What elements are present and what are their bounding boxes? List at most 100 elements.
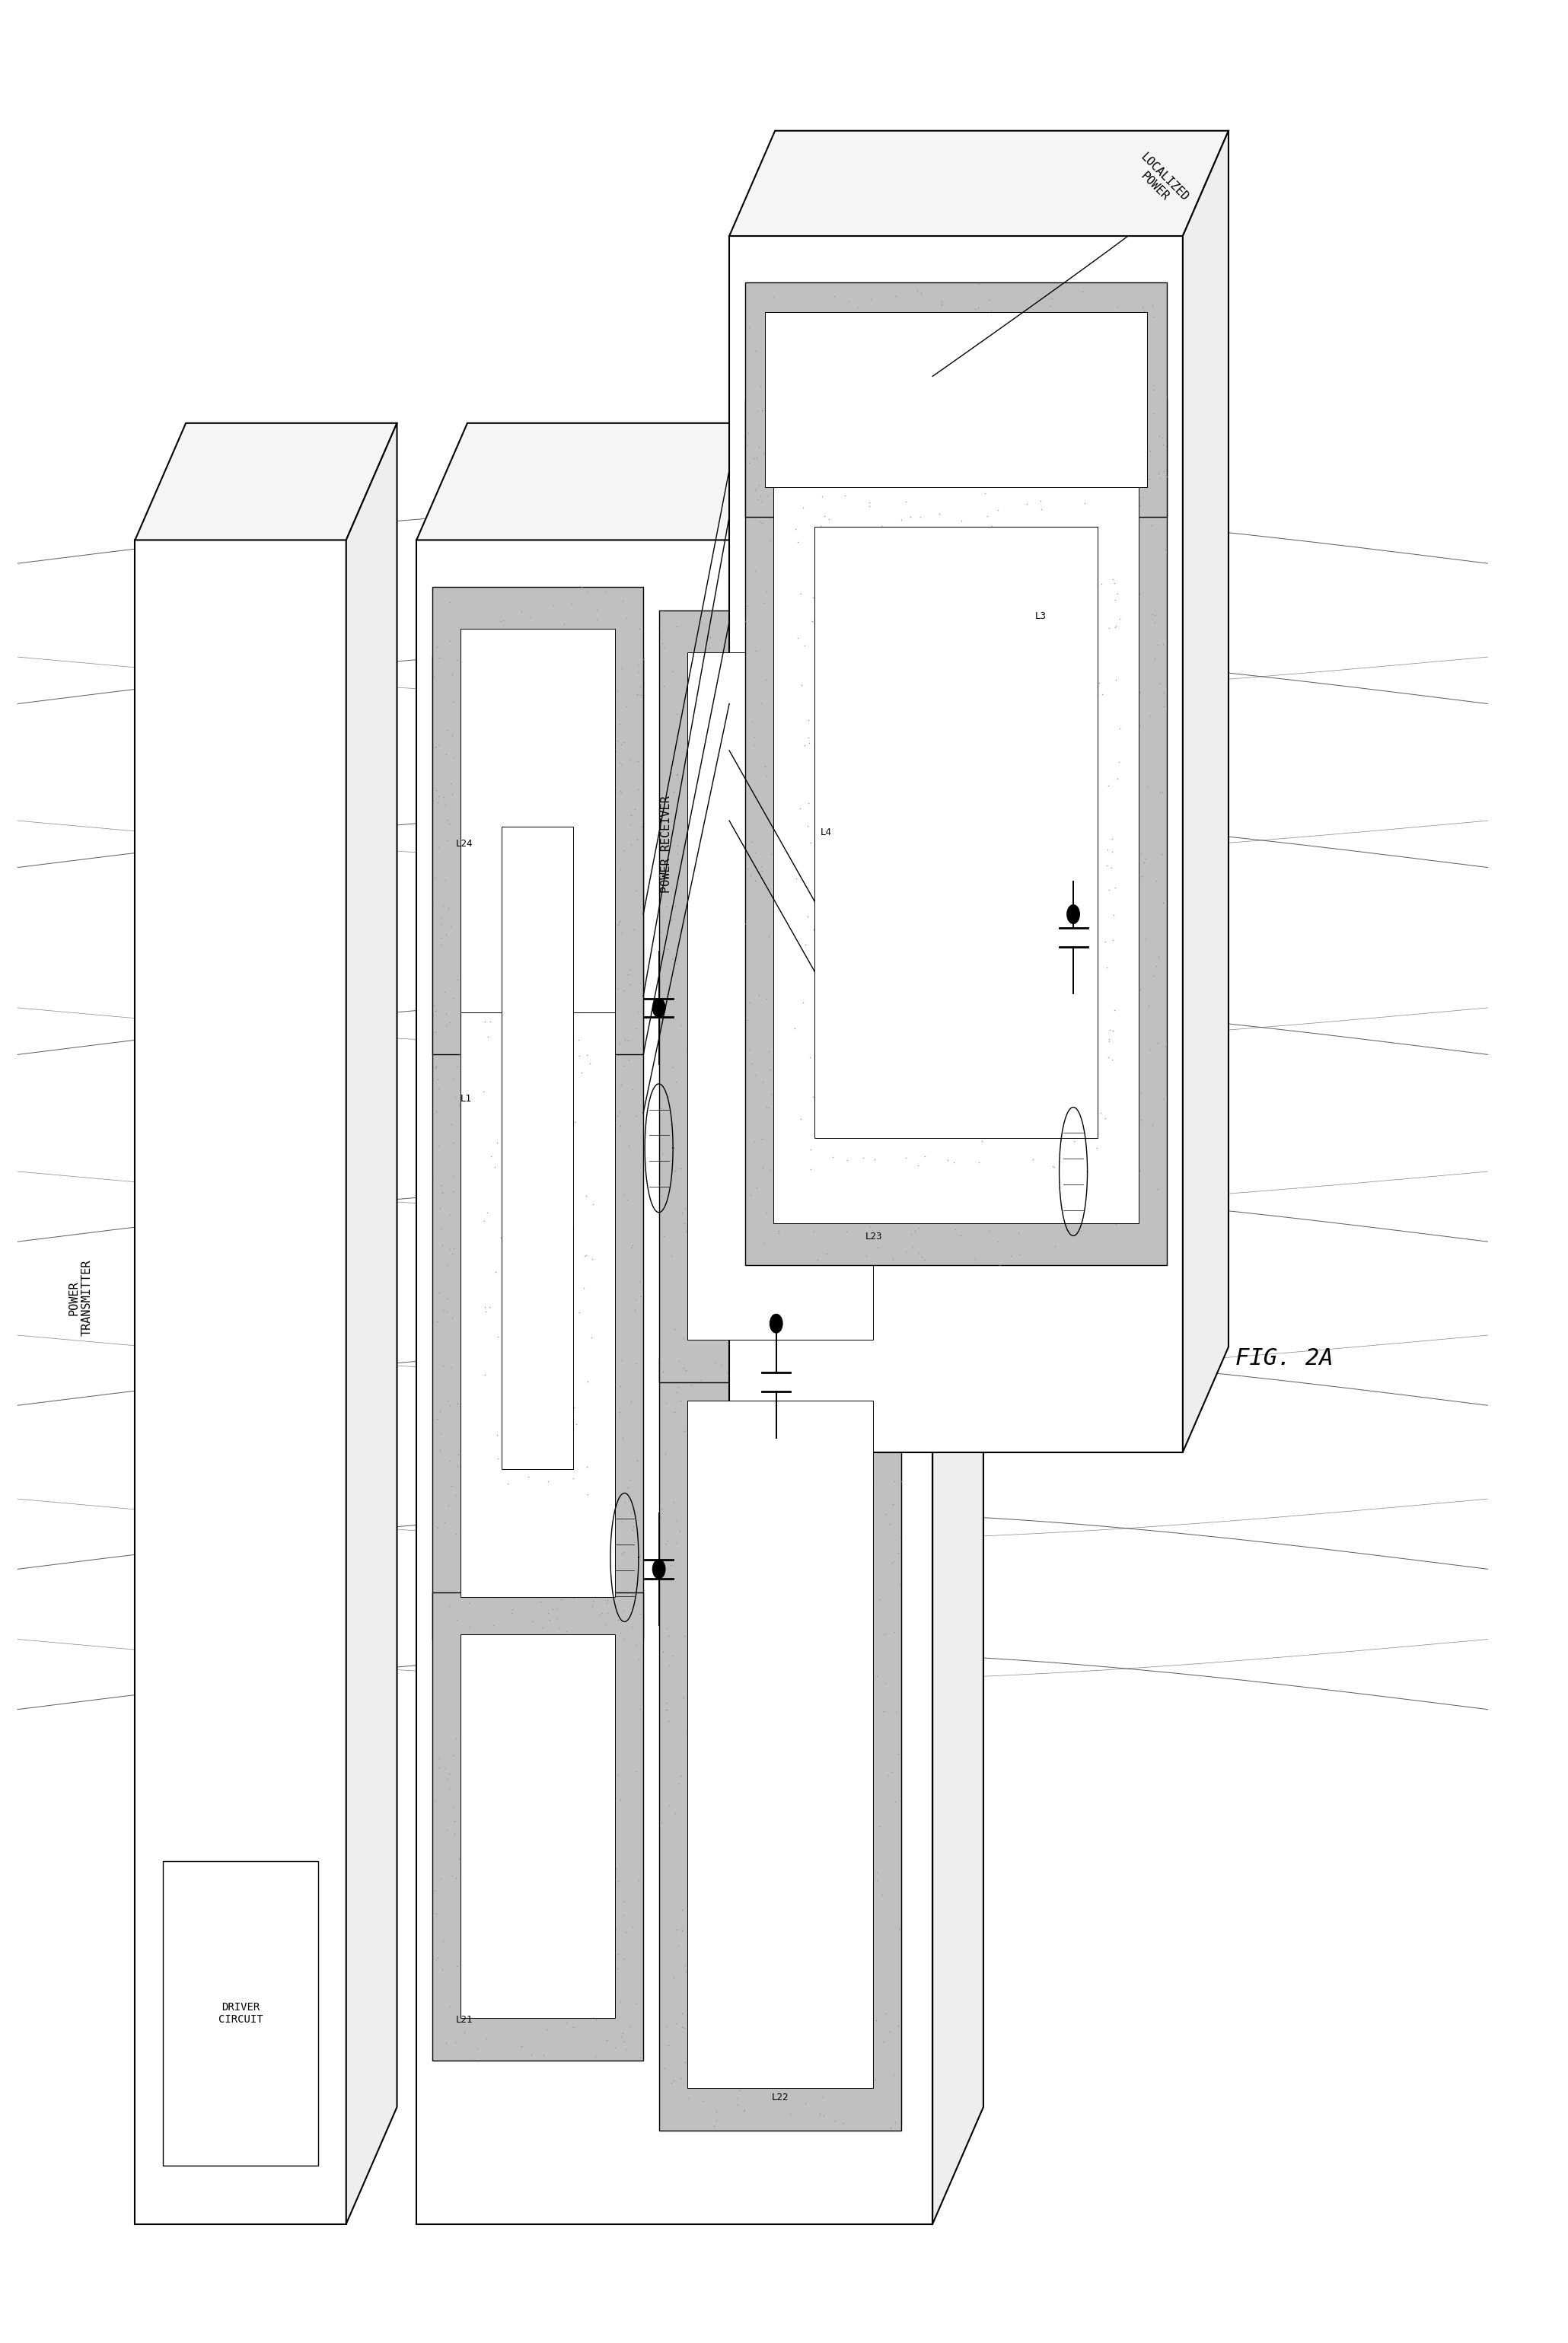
Point (866, 754, 891, 792)
Point (597, 860, 622, 897)
Point (818, 1052, 844, 1089)
Point (543, 1101, 568, 1139)
Point (762, 1476, 787, 1514)
Point (1091, 654, 1116, 691)
Point (688, 879, 713, 916)
Point (947, 726, 972, 764)
Point (566, 902, 591, 940)
Point (1057, 904, 1082, 942)
Point (1129, 858, 1154, 895)
Point (1060, 298, 1085, 335)
Point (804, 1368, 829, 1406)
Point (822, 705, 847, 743)
Point (762, 820, 787, 858)
Point (897, 829, 922, 867)
Point (1024, 968, 1049, 1005)
Point (768, 1150, 793, 1188)
Point (547, 1263, 572, 1300)
Point (872, 616, 897, 654)
Point (836, 1054, 861, 1092)
Point (444, 1947, 469, 1985)
Point (1074, 1143, 1099, 1181)
Point (941, 989, 966, 1026)
Point (1142, 394, 1167, 431)
Point (764, 1340, 789, 1378)
Point (503, 1132, 528, 1169)
Point (588, 1835, 613, 1872)
Point (474, 984, 499, 1022)
Point (1016, 1071, 1041, 1108)
Point (579, 1586, 604, 1624)
Point (833, 1293, 858, 1331)
Point (621, 1071, 646, 1108)
Point (767, 1211, 792, 1249)
Point (892, 935, 917, 972)
Point (541, 1073, 566, 1111)
Point (618, 806, 643, 843)
Point (423, 991, 448, 1029)
Point (836, 991, 861, 1029)
Point (712, 1481, 737, 1518)
Point (991, 771, 1016, 808)
Point (804, 1190, 829, 1228)
Point (870, 1877, 895, 1914)
Point (441, 684, 466, 722)
Point (842, 581, 867, 619)
Point (786, 497, 811, 534)
Point (804, 619, 829, 656)
Point (608, 773, 633, 811)
Point (913, 1038, 938, 1075)
Point (580, 954, 605, 991)
Point (1132, 450, 1157, 487)
Point (502, 771, 527, 808)
Point (839, 1708, 864, 1746)
Point (1041, 851, 1066, 888)
Point (983, 881, 1008, 918)
Point (517, 1319, 543, 1357)
Point (936, 342, 961, 380)
Point (869, 787, 894, 825)
Text: POWER RECEIVER: POWER RECEIVER (662, 797, 673, 893)
Point (919, 881, 944, 918)
Point (439, 656, 464, 694)
Point (1076, 1139, 1101, 1176)
Point (977, 1003, 1002, 1040)
Point (895, 879, 920, 916)
Point (739, 858, 764, 895)
Point (808, 876, 833, 914)
Point (858, 537, 883, 574)
Point (803, 375, 828, 412)
Point (823, 668, 848, 705)
Point (993, 541, 1018, 579)
Point (1079, 1019, 1104, 1057)
Point (887, 1912, 913, 1949)
Point (583, 2001, 608, 2038)
Point (463, 2041, 488, 2078)
Point (768, 633, 793, 670)
Point (1115, 466, 1140, 504)
Point (971, 375, 996, 412)
Point (817, 1977, 842, 2015)
Point (845, 1795, 870, 1832)
Point (489, 1254, 514, 1291)
Point (1021, 677, 1046, 715)
Point (533, 1432, 558, 1469)
Point (622, 1291, 648, 1328)
Point (855, 935, 880, 972)
Point (461, 797, 486, 834)
Point (975, 923, 1000, 961)
Point (966, 848, 991, 886)
Point (898, 1080, 924, 1118)
Point (933, 975, 958, 1012)
Point (855, 1844, 880, 1881)
Point (612, 1940, 637, 1977)
Point (795, 1082, 820, 1120)
Point (477, 1375, 502, 1413)
Point (579, 937, 604, 975)
Point (481, 1556, 506, 1593)
Point (808, 1989, 833, 2027)
Point (861, 1113, 886, 1150)
Point (478, 1396, 503, 1434)
Point (801, 1174, 826, 1211)
Point (967, 949, 993, 986)
